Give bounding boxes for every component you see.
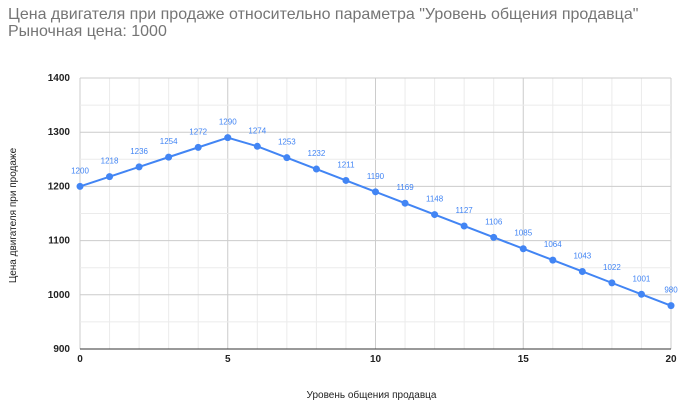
data-point bbox=[76, 182, 84, 190]
grid-lines bbox=[79, 77, 672, 350]
data-label: 1085 bbox=[514, 229, 532, 238]
data-label: 1200 bbox=[71, 166, 89, 175]
data-label: 1232 bbox=[308, 149, 326, 158]
x-tick-label: 5 bbox=[225, 354, 231, 365]
data-label: 1148 bbox=[426, 195, 444, 204]
data-point bbox=[372, 188, 379, 196]
data-point bbox=[342, 176, 350, 184]
data-point bbox=[490, 233, 498, 241]
data-points bbox=[76, 134, 675, 310]
data-point bbox=[637, 290, 645, 298]
data-point bbox=[549, 256, 557, 264]
x-tick-label: 0 bbox=[77, 354, 83, 365]
data-label: 1043 bbox=[573, 251, 591, 260]
y-tick-label: 1300 bbox=[48, 127, 71, 138]
data-point bbox=[431, 211, 439, 219]
data-label: 1064 bbox=[544, 240, 562, 249]
chart-title-block: Цена двигателя при продаже относительно … bbox=[8, 6, 638, 40]
x-axis-label: Уровень общения продавца bbox=[307, 389, 437, 401]
data-point bbox=[667, 302, 675, 310]
tick-labels: 0 5 10 15 20 900 1000 1100 1200 1300 1400 bbox=[48, 73, 677, 365]
data-label: 1274 bbox=[248, 126, 266, 135]
data-label: 1236 bbox=[130, 147, 148, 156]
data-label: 1218 bbox=[101, 157, 119, 166]
data-label: 1169 bbox=[396, 183, 414, 192]
y-tick-label: 900 bbox=[53, 344, 70, 355]
data-point bbox=[135, 163, 143, 171]
y-tick-label: 1000 bbox=[48, 290, 71, 301]
data-label: 980 bbox=[664, 286, 678, 295]
data-point bbox=[106, 173, 114, 181]
data-point bbox=[194, 143, 202, 151]
data-label: 1254 bbox=[160, 137, 178, 146]
y-tick-label: 1100 bbox=[48, 236, 70, 247]
data-point bbox=[608, 279, 616, 287]
data-label: 1127 bbox=[456, 206, 474, 215]
data-point bbox=[460, 222, 468, 230]
data-label: 1272 bbox=[189, 127, 207, 136]
data-point bbox=[283, 154, 291, 162]
data-label: 1253 bbox=[278, 138, 296, 147]
data-point bbox=[312, 165, 320, 173]
y-tick-label: 1400 bbox=[48, 73, 71, 84]
chart-subtitle: Рыночная цена: 1000 bbox=[8, 23, 167, 40]
chart-title: Цена двигателя при продаже относительно … bbox=[8, 6, 639, 23]
y-axis-label: Цена двигателя при продаже bbox=[8, 147, 19, 283]
data-label: 1001 bbox=[633, 274, 651, 283]
data-label: 1022 bbox=[603, 263, 621, 272]
data-point bbox=[165, 153, 173, 161]
x-tick-label: 20 bbox=[665, 354, 677, 365]
data-labels: 1200 1218 1236 1254 1272 1290 1274 1253 1232 1211… bbox=[71, 118, 678, 295]
data-label: 1211 bbox=[337, 160, 355, 169]
data-label: 1190 bbox=[367, 172, 385, 181]
data-point bbox=[519, 245, 527, 253]
data-label: 1106 bbox=[485, 217, 503, 226]
data-point bbox=[401, 199, 409, 207]
data-point bbox=[253, 142, 261, 150]
data-point bbox=[224, 134, 232, 142]
data-label: 1290 bbox=[219, 118, 237, 127]
x-tick-label: 10 bbox=[370, 354, 382, 365]
x-tick-label: 15 bbox=[518, 354, 530, 365]
data-point bbox=[578, 267, 586, 275]
y-tick-label: 1200 bbox=[48, 181, 71, 192]
